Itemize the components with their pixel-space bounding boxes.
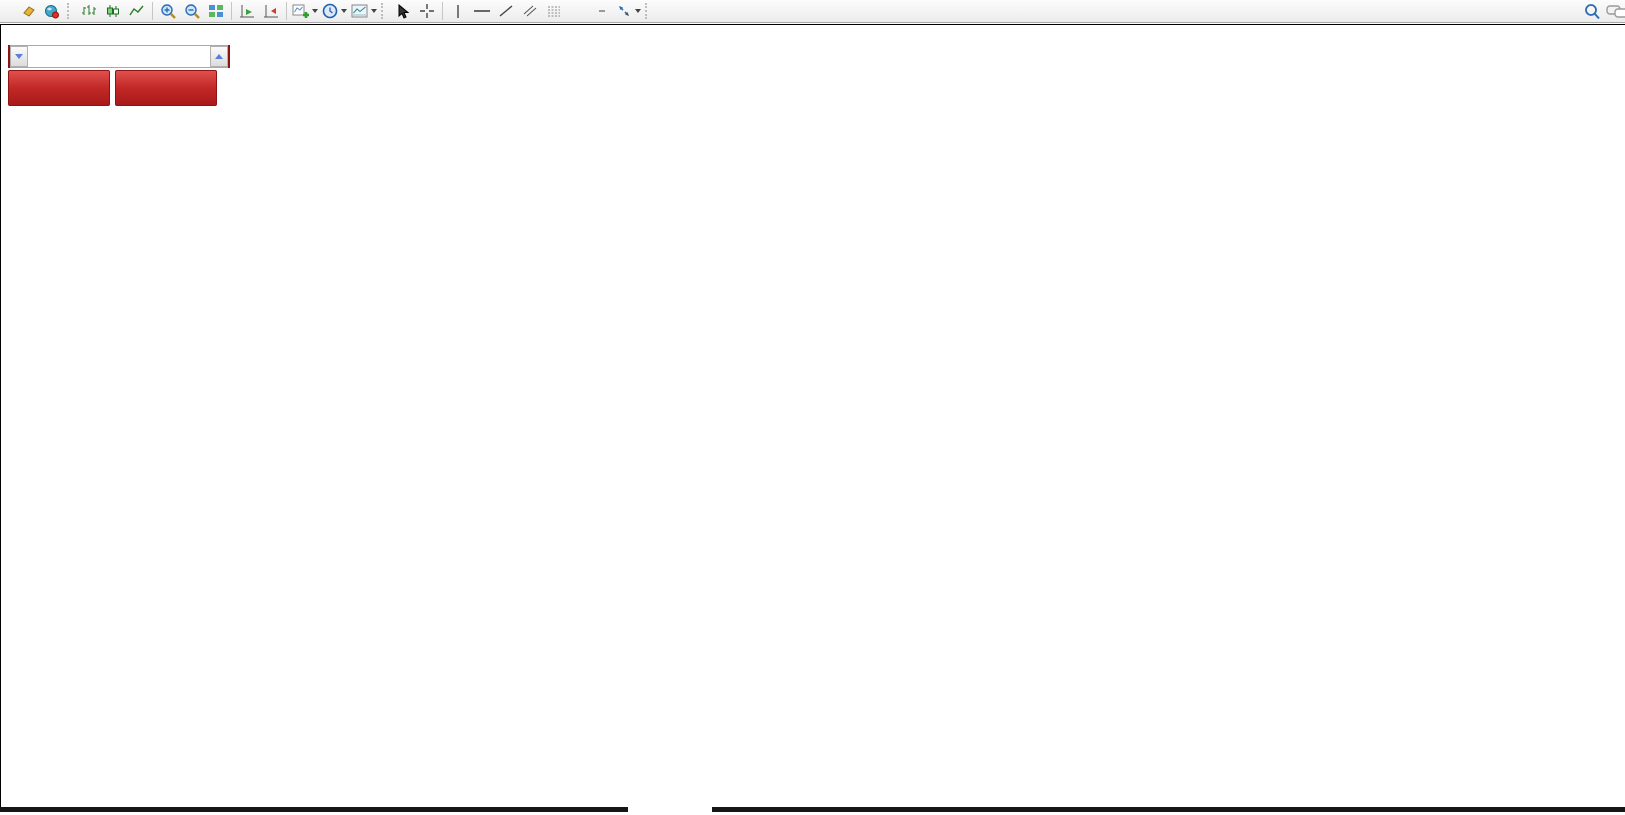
toolbar-separator bbox=[286, 2, 287, 20]
order-book-button[interactable] bbox=[18, 1, 40, 21]
candlestick-chart-icon bbox=[107, 5, 119, 17]
chart-shift-button[interactable] bbox=[236, 1, 258, 21]
equidistant-channel-icon bbox=[523, 5, 537, 17]
templates-button[interactable] bbox=[350, 1, 378, 21]
one-click-trading-panel bbox=[8, 45, 230, 106]
main-toolbar bbox=[0, 0, 1625, 23]
sell-price-button[interactable] bbox=[8, 70, 110, 106]
template-icon bbox=[351, 4, 368, 18]
buy-button[interactable] bbox=[228, 45, 230, 68]
new-chart-dropdown-caret[interactable] bbox=[312, 9, 318, 13]
candlestick-chart-button[interactable] bbox=[102, 1, 124, 21]
one-click-price-row bbox=[8, 70, 217, 106]
arrows-button[interactable] bbox=[615, 1, 642, 21]
bar-chart-button[interactable] bbox=[78, 1, 100, 21]
search-button[interactable] bbox=[1581, 2, 1603, 22]
clock-icon bbox=[322, 3, 338, 19]
toolbar-right-group bbox=[1580, 0, 1625, 23]
toolbar-grip[interactable] bbox=[67, 3, 73, 19]
sell-button[interactable] bbox=[8, 45, 10, 68]
bottom-scrollbar[interactable] bbox=[0, 807, 1625, 812]
volume-decrease-button[interactable] bbox=[10, 46, 28, 67]
toolbar-separator bbox=[152, 2, 153, 20]
chart-shift-icon bbox=[240, 5, 254, 18]
periods-button[interactable] bbox=[321, 1, 348, 21]
auto-scroll-icon bbox=[264, 5, 278, 18]
chat-button[interactable] bbox=[1605, 2, 1625, 22]
toolbar-separator bbox=[231, 2, 232, 20]
crosshair-button[interactable] bbox=[416, 1, 438, 21]
zoom-out-icon bbox=[184, 4, 200, 19]
auto-scroll-button[interactable] bbox=[260, 1, 282, 21]
bar-chart-icon bbox=[82, 5, 96, 15]
zoom-out-button[interactable] bbox=[181, 1, 203, 21]
vertical-line-button[interactable] bbox=[447, 1, 469, 21]
spin-up-icon bbox=[215, 54, 223, 59]
scrollbar-thumb-gap[interactable] bbox=[628, 807, 712, 812]
toolbar-separator bbox=[442, 2, 443, 20]
fibonacci-icon bbox=[548, 6, 560, 17]
text-label-icon bbox=[599, 10, 605, 12]
horizontal-line-icon bbox=[474, 10, 490, 12]
trendline-button[interactable] bbox=[495, 1, 517, 21]
line-chart-icon bbox=[129, 5, 144, 16]
new-chart-button[interactable] bbox=[291, 1, 319, 21]
trendline-icon bbox=[499, 5, 513, 17]
arrows-icon bbox=[619, 6, 629, 16]
line-chart-button[interactable] bbox=[126, 1, 148, 21]
volume-control bbox=[10, 45, 228, 68]
toolbar-grip[interactable] bbox=[645, 3, 651, 19]
tile-windows-button[interactable] bbox=[205, 1, 227, 21]
autotrading-button[interactable] bbox=[42, 1, 64, 21]
spin-down-icon bbox=[15, 54, 23, 59]
search-icon bbox=[1585, 3, 1600, 19]
new-chart-icon bbox=[292, 4, 309, 18]
periods-dropdown-caret[interactable] bbox=[341, 9, 347, 13]
volume-input[interactable] bbox=[28, 46, 210, 67]
zoom-in-icon bbox=[160, 4, 176, 19]
crosshair-icon bbox=[420, 4, 434, 18]
text-button[interactable] bbox=[567, 1, 589, 21]
volume-increase-button[interactable] bbox=[210, 46, 228, 67]
gold-order-icon bbox=[23, 6, 35, 17]
chart-area[interactable] bbox=[0, 24, 1625, 807]
chat-icon bbox=[1606, 4, 1625, 18]
cursor-icon bbox=[398, 3, 410, 19]
text-label-button[interactable] bbox=[591, 1, 613, 21]
zoom-in-button[interactable] bbox=[157, 1, 179, 21]
autotrading-icon bbox=[45, 4, 59, 18]
toolbar-grip[interactable] bbox=[381, 3, 387, 19]
arrows-dropdown-caret[interactable] bbox=[635, 9, 641, 13]
cursor-button[interactable] bbox=[392, 1, 414, 21]
tile-windows-icon bbox=[209, 5, 223, 17]
templates-dropdown-caret[interactable] bbox=[371, 9, 377, 13]
horizontal-line-button[interactable] bbox=[471, 1, 493, 21]
one-click-top-row bbox=[8, 45, 230, 68]
buy-price-button[interactable] bbox=[115, 70, 217, 106]
vertical-line-icon bbox=[457, 4, 459, 18]
fibonacci-button[interactable] bbox=[543, 1, 565, 21]
equidistant-channel-button[interactable] bbox=[519, 1, 541, 21]
